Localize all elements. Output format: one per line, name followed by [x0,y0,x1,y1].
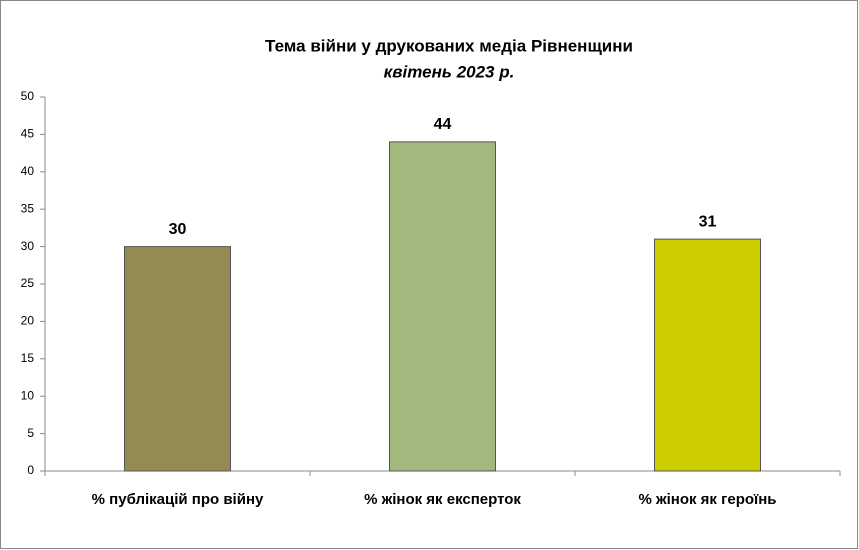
chart-subtitle: квітень 2023 р. [384,62,515,81]
y-tick-label: 5 [27,426,34,440]
y-tick-label: 25 [21,276,35,290]
y-tick-label: 50 [21,89,35,103]
y-tick-label: 30 [21,239,35,253]
data-label: 31 [699,213,717,230]
x-tick-label: % публікацій про війну [92,491,264,508]
data-label: 44 [434,116,452,133]
x-tick-label: % жінок як героїнь [638,491,776,508]
y-tick-label: 0 [27,463,34,477]
bar [124,246,231,472]
y-tick-label: 10 [21,388,35,402]
bar [389,141,496,472]
data-label: 30 [169,221,187,238]
bar [654,238,761,472]
chart-title: Тема війни у друкованих медіа Рівненщини [265,36,633,55]
y-tick-label: 15 [21,351,35,365]
x-tick-label: % жінок як експерток [364,491,521,508]
y-tick-label: 35 [21,201,35,215]
y-tick-label: 40 [21,164,35,178]
y-tick-label: 20 [21,314,35,328]
y-tick-label: 45 [21,127,35,141]
